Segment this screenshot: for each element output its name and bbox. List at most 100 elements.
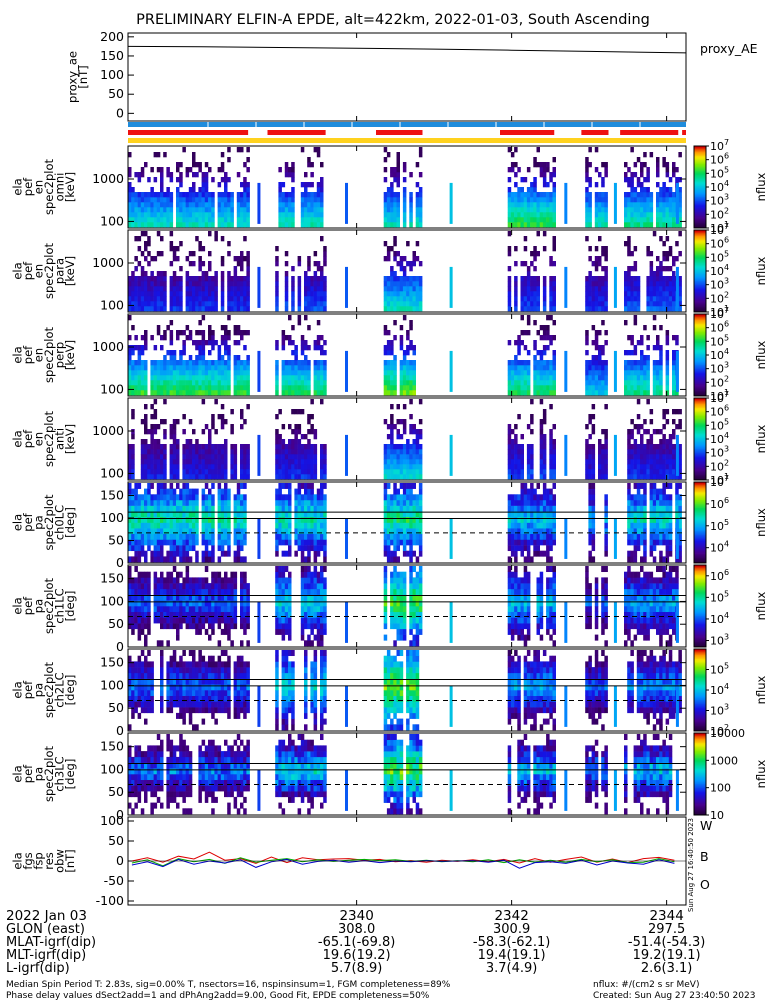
heatmap-cell	[176, 459, 180, 465]
heatmap-cell	[163, 286, 167, 292]
heatmap-cell	[665, 390, 670, 396]
heatmap-cell	[517, 380, 521, 386]
heatmap-cell	[630, 340, 634, 346]
heatmap-cell	[390, 296, 394, 302]
heatmap-cell	[665, 296, 670, 302]
heatmap-cell	[140, 533, 145, 540]
heatmap-cell	[294, 345, 298, 351]
heatmap-cell	[649, 409, 654, 415]
heatmap-cell	[278, 488, 282, 495]
heatmap-cell	[530, 182, 534, 188]
heatmap-cell	[640, 360, 644, 366]
heatmap-cell	[150, 281, 154, 287]
heatmap-cell	[208, 522, 212, 529]
heatmap-cell	[243, 516, 247, 523]
colorbar-swatch	[694, 268, 706, 271]
heatmap-cell	[649, 444, 654, 450]
heatmap-cell	[281, 385, 286, 391]
heatmap-cell	[140, 419, 145, 425]
heatmap-cell	[672, 429, 676, 435]
heatmap-cell	[313, 494, 318, 501]
heatmap-cell	[386, 444, 391, 450]
heatmap-cell	[246, 157, 250, 163]
heatmap-cell	[627, 429, 631, 435]
heatmap-cell	[150, 276, 154, 282]
heatmap-cell	[640, 474, 644, 480]
heatmap-cell	[217, 545, 222, 552]
heatmap-cell	[552, 236, 556, 242]
heatmap-cell	[412, 424, 416, 430]
heatmap-cell	[415, 434, 420, 440]
heatmap-cell	[217, 522, 222, 529]
heatmap-cell	[526, 516, 531, 523]
heatmap-cell	[523, 365, 528, 371]
heatmap-cell	[307, 281, 311, 287]
heatmap-cell	[598, 286, 602, 292]
heatmap-cell	[415, 162, 420, 168]
heatmap-cell	[652, 325, 657, 331]
heatmap-cell	[172, 246, 177, 252]
heatmap-cell	[636, 454, 641, 460]
heatmap-cell	[220, 499, 225, 506]
heatmap-cell	[188, 449, 193, 455]
heatmap-cell	[307, 454, 311, 460]
heatmap-cell	[220, 469, 225, 475]
heatmap-cell	[678, 192, 682, 198]
heatmap-cell	[316, 545, 321, 552]
heatmap-cell	[169, 207, 174, 213]
heatmap-cell	[678, 187, 682, 193]
heatmap-cell	[198, 197, 202, 203]
colorbar-swatch	[694, 239, 706, 242]
heatmap-cell	[659, 306, 663, 312]
heatmap-cell	[128, 556, 132, 563]
heatmap-cell	[386, 459, 391, 465]
heatmap-cell	[246, 266, 250, 272]
heatmap-cell	[246, 182, 250, 188]
heatmap-cell	[604, 251, 608, 257]
heatmap-cell	[542, 370, 547, 376]
heatmap-cell	[402, 522, 407, 529]
heatmap-cell	[510, 459, 515, 465]
heatmap-cell	[188, 494, 193, 501]
colorbar-tick-exponent: 7	[724, 306, 729, 315]
heatmap-cell	[188, 335, 193, 341]
heatmap-cell	[399, 385, 404, 391]
heatmap-cell	[514, 222, 518, 228]
colorbar-swatch	[694, 462, 706, 464]
heatmap-cell	[198, 261, 202, 267]
heatmap-cell	[307, 202, 311, 208]
heatmap-cell	[307, 266, 311, 272]
heatmap-cell	[140, 266, 145, 272]
heatmap-cell	[383, 533, 388, 540]
heatmap-cell	[320, 182, 324, 188]
heatmap-cell	[188, 365, 193, 371]
heatmap-cell	[393, 505, 397, 512]
heatmap-cell	[147, 528, 151, 535]
heatmap-cell	[393, 271, 397, 277]
heatmap-cell	[624, 380, 628, 386]
heatmap-cell	[156, 197, 161, 203]
colorbar-swatch	[694, 430, 706, 433]
heatmap-cell	[633, 301, 638, 307]
heatmap-cell	[278, 182, 282, 188]
heatmap-cell	[169, 424, 174, 430]
heatmap-cell	[399, 256, 404, 262]
heatmap-cell	[659, 266, 663, 272]
heatmap-cell	[665, 375, 670, 381]
heatmap-cell	[211, 330, 215, 336]
heatmap-cell	[507, 167, 512, 173]
heatmap-cell	[179, 172, 183, 178]
heatmap-cell	[390, 187, 394, 193]
heatmap-cell	[406, 375, 410, 381]
heatmap-cell	[160, 385, 164, 391]
heatmap-cell	[166, 385, 170, 391]
heatmap-cell	[288, 380, 292, 386]
heatmap-cell	[672, 276, 676, 282]
heatmap-cell	[188, 545, 193, 552]
heatmap-cell	[672, 365, 676, 371]
orbit-bar-red-segment	[500, 130, 555, 135]
heatmap-cell	[636, 281, 641, 287]
heatmap-cell	[192, 429, 196, 435]
colorbar-tick-exponent: 2	[724, 374, 729, 383]
heatmap-cell	[179, 375, 183, 381]
